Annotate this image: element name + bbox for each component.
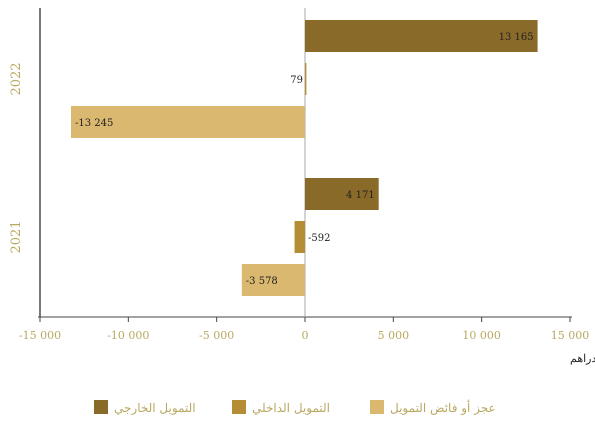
data-label: 4 171 xyxy=(346,190,375,201)
legend-swatch xyxy=(232,400,246,414)
legend-label: التمويل الخارجي xyxy=(114,401,196,415)
legend-label: عجز أو فائض التمويل xyxy=(390,400,496,415)
data-label: 79 xyxy=(290,75,303,86)
bar xyxy=(305,20,538,52)
x-tick-label: -10 000 xyxy=(107,329,149,342)
data-label: -592 xyxy=(308,233,330,244)
x-tick-label: 15 000 xyxy=(551,329,590,342)
bar xyxy=(305,178,379,210)
data-label: -3 578 xyxy=(246,276,278,287)
x-tick-label: -5 000 xyxy=(199,329,234,342)
bar xyxy=(241,264,305,296)
bar xyxy=(71,106,305,138)
legend-label: التمويل الداخلي xyxy=(252,401,330,415)
x-axis-label: بملايين الدراهم xyxy=(570,352,595,365)
bar xyxy=(305,63,307,95)
category-label: 2021 xyxy=(9,220,24,253)
data-label: -13 245 xyxy=(75,118,113,129)
legend-swatch xyxy=(94,400,108,414)
data-label: 13 165 xyxy=(499,32,534,43)
x-tick-label: 10 000 xyxy=(462,329,501,342)
bar xyxy=(294,221,305,253)
x-tick-label: 0 xyxy=(302,329,309,342)
legend-swatch xyxy=(370,400,384,414)
category-label: 2022 xyxy=(9,62,24,95)
x-tick-label: 5 000 xyxy=(378,329,410,342)
x-tick-label: -15 000 xyxy=(19,329,61,342)
